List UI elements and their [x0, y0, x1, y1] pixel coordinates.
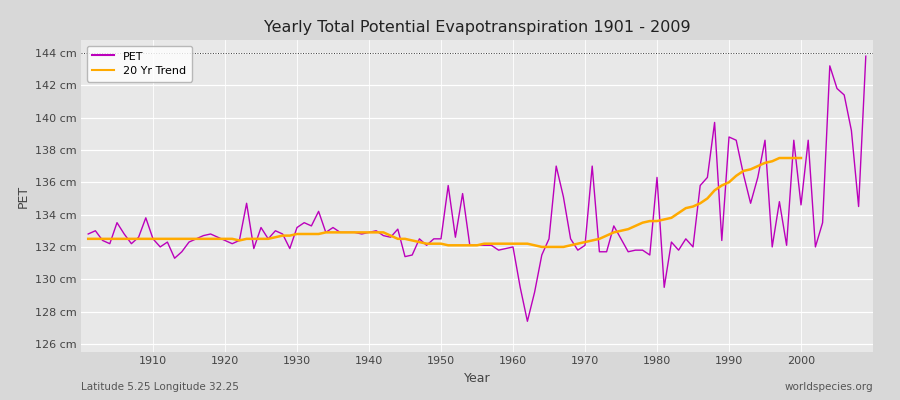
X-axis label: Year: Year: [464, 372, 490, 385]
Y-axis label: PET: PET: [16, 184, 30, 208]
Title: Yearly Total Potential Evapotranspiration 1901 - 2009: Yearly Total Potential Evapotranspiratio…: [264, 20, 690, 35]
Text: Latitude 5.25 Longitude 32.25: Latitude 5.25 Longitude 32.25: [81, 382, 239, 392]
Text: worldspecies.org: worldspecies.org: [785, 382, 873, 392]
Legend: PET, 20 Yr Trend: PET, 20 Yr Trend: [86, 46, 192, 82]
